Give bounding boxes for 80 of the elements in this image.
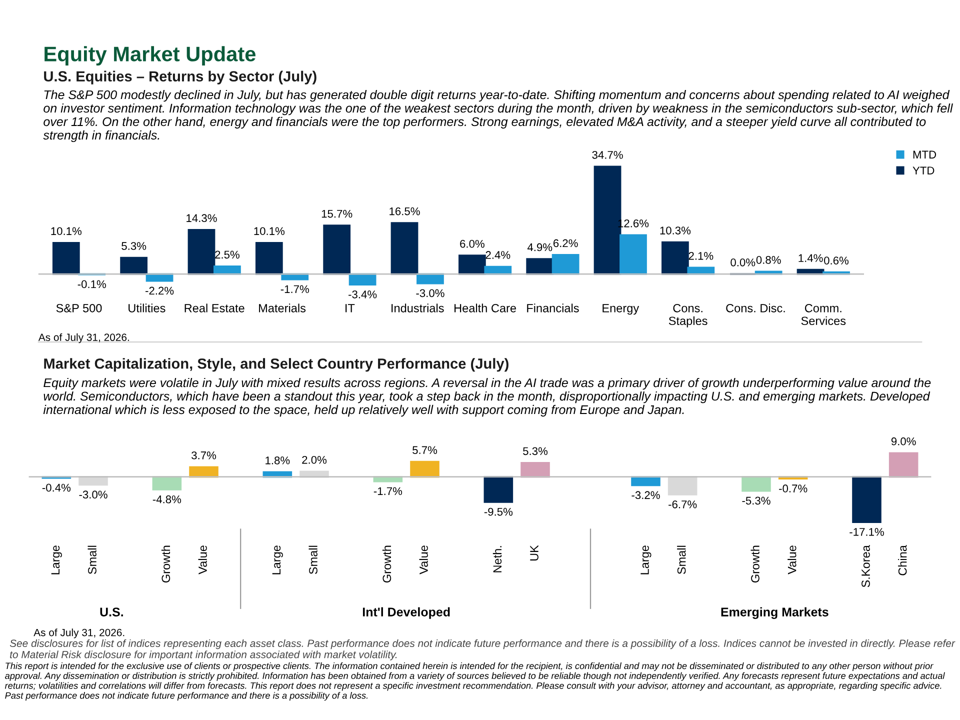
text: See disclosures for list of indices representing each asset class. Past performance does not indicate future performance and there is a possibility of a loss. Indices cannot be invested in directly. Please refer to Material Risk disclosure for important information associated with market volatility.	[10, 639, 956, 660]
x-tick-label: Industrials	[392, 304, 444, 312]
legend-label: MTD	[913, 150, 936, 158]
x-tick-label: Real Estate	[184, 304, 244, 312]
text: Equity markets were volatile in July with mixed results across regions. A reversal in the AI trade was a primary driver of growth underperforming value around the world. Semiconductors, which have been a standout this year, took a step back in the month, disproportionally impacting U.S. and emerging markets. Developed international which is less exposed to the space, held up relatively well with support coming from Europe and Japan.	[43, 378, 931, 417]
text: Int'l Developed	[362, 607, 450, 619]
data-label: -9.5%	[484, 508, 513, 516]
text: As of July 31, 2026.	[34, 628, 124, 638]
data-label: -1.7%	[280, 285, 309, 294]
x-tick-label: Financials	[527, 304, 579, 312]
x-tick-label: Small	[308, 546, 318, 574]
data-label: 5.7%	[412, 446, 438, 454]
data-label: 2.5%	[215, 250, 240, 259]
text: This report is intended for the exclusive use of clients or prospective clients. The information contained herein is intended for the recipient, is confidential and may not be disseminated or distributed to any other person without prior approval. Any dissemination or distribution is strictly prohibited. Information has been obtained from a variety of sources believed to be reliable though not independently verified. Any forecasts represent future expectations and actual returns; volatilities and correlations will differ from forecasts. This report does not represent a specific investment recommendation. Please consult with your advisor, attorney and accountant, as appropriate, regarding specific advice. Past performance does not indicate future performance and there is a possibility of a loss.	[4, 662, 945, 701]
data-label: -6.7%	[668, 500, 697, 508]
data-label: -3.0%	[416, 289, 444, 298]
data-label: 9.0%	[891, 437, 916, 446]
data-label: 14.3%	[186, 214, 217, 222]
x-tick-label: UK	[530, 545, 538, 561]
data-label: -0.7%	[779, 484, 808, 492]
x-tick-label: Utilities	[128, 304, 166, 312]
x-tick-label: Neth.	[492, 546, 502, 572]
data-label: -17.1%	[850, 528, 884, 536]
data-label: 5.3%	[523, 447, 548, 456]
data-label: -3.0%	[79, 490, 108, 499]
data-label: -5.3%	[742, 496, 770, 505]
text: The S&P 500 modestly declined in July, but has generated double digit returns year-to-date. Shifting momentum and concerns about spending related to AI weighed on investor sentiment. Information technology was the one of the weakest sectors during the month, driven by weakness in the semiconductors sub-sector, which fell over 11%. On the other hand, energy and financials were the top performers. Strong earnings, elevated M&A activity, and a steeper yield curve all contributed to strength in financials.	[43, 90, 953, 142]
data-label: -0.1%	[78, 280, 106, 288]
data-label: 10.1%	[51, 227, 82, 236]
x-tick-label: Large	[272, 546, 283, 574]
x-tick-label: Cons. Staples	[668, 304, 708, 328]
data-label: 3.7%	[192, 451, 216, 460]
x-tick-label: Large	[51, 546, 62, 574]
x-tick-label: Growth	[750, 546, 760, 582]
chart-title: Equity Market Update	[44, 46, 256, 66]
data-label: 10.1%	[254, 227, 285, 236]
data-label: 1.8%	[266, 456, 290, 464]
text: As of July 31, 2026.	[38, 333, 129, 344]
data-label: 15.7%	[322, 210, 352, 218]
data-label: 0.6%	[824, 256, 849, 264]
x-tick-label: Comm. Services	[801, 304, 846, 326]
x-tick-label: S&P 500	[56, 304, 102, 312]
data-label: -3.4%	[348, 290, 377, 298]
x-tick-label: Small	[677, 546, 686, 574]
x-tick-label: Value	[198, 546, 207, 574]
data-label: -4.8%	[152, 495, 182, 504]
x-tick-label: Growth	[161, 546, 170, 582]
data-label: -2.2%	[146, 286, 174, 295]
x-tick-label: Large	[640, 546, 652, 574]
data-label: 2.4%	[486, 251, 510, 259]
data-label: 6.0%	[460, 240, 484, 248]
x-tick-label: Value	[788, 546, 796, 574]
legend-label: YTD	[912, 166, 934, 174]
data-label: 2.0%	[302, 456, 327, 464]
x-tick-label: Value	[419, 546, 428, 574]
data-label: 6.2%	[553, 239, 578, 248]
data-label: 16.5%	[390, 207, 420, 216]
data-label: 4.9%	[527, 243, 552, 252]
x-tick-label: China	[898, 545, 907, 576]
data-label: 0.8%	[756, 256, 781, 264]
data-label: 34.7%	[592, 150, 623, 159]
x-tick-label: Materials	[259, 304, 306, 312]
x-tick-label: IT	[346, 304, 355, 312]
data-label: -1.7%	[374, 487, 402, 496]
x-tick-label: S.Korea	[862, 545, 870, 588]
data-label: -0.4%	[42, 484, 71, 492]
text: U.S.	[100, 608, 123, 616]
chart-title: Market Capitalization, Style, and Select Country Performance (July)	[44, 358, 508, 372]
data-label: 5.3%	[122, 242, 146, 250]
chart-subtitle: U.S. Equities – Returns by Sector (July)	[44, 70, 316, 84]
x-tick-label: Energy	[602, 304, 640, 315]
x-tick-label: Growth	[382, 546, 392, 582]
data-label: -3.2%	[632, 491, 660, 500]
x-tick-label: Small	[88, 546, 96, 574]
data-label: 1.4%	[798, 254, 823, 262]
x-tick-label: Health Care	[454, 304, 516, 312]
text: Emerging Markets	[721, 607, 828, 619]
x-tick-label: Cons. Disc.	[726, 304, 785, 312]
data-label: 0.0%	[730, 258, 756, 266]
data-label: 10.3%	[660, 226, 691, 234]
